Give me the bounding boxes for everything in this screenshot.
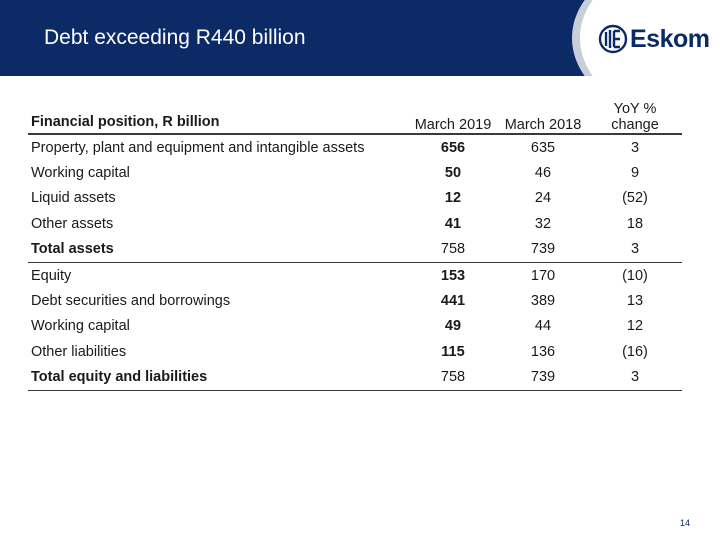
row-label: Debt securities and borrowings (31, 293, 231, 310)
table-row: Property, plant and equipment and intang… (28, 134, 682, 160)
row-label: Property, plant and equipment and intang… (31, 139, 365, 156)
value-2018: 24 (534, 190, 552, 207)
row-label: Other liabilities (31, 343, 127, 360)
value-2018: 44 (534, 318, 552, 335)
table-row: Equity 153 170 (10) (28, 262, 682, 288)
logo-panel (580, 0, 720, 76)
logo-wordmark: Eskom (630, 24, 710, 53)
value-yoy: 18 (626, 215, 644, 232)
value-2019: 12 (444, 190, 462, 207)
value-2019: 49 (444, 318, 462, 335)
value-yoy: 13 (626, 293, 644, 310)
value-yoy: 9 (630, 165, 640, 182)
value-2018: 739 (530, 369, 556, 386)
row-label: Liquid assets (31, 190, 116, 207)
value-2019: 656 (440, 139, 466, 156)
row-label: Total equity and liabilities (31, 369, 208, 386)
table-row: Other liabilities 115 136 (16) (28, 339, 682, 364)
value-2019: 758 (440, 241, 466, 258)
total-equity-liabilities-row: Total equity and liabilities 758 739 3 (28, 365, 682, 391)
page-title: Debt exceeding R440 billion (44, 26, 306, 49)
table-row: Working capital 49 44 12 (28, 314, 682, 339)
value-2019: 41 (444, 215, 462, 232)
row-label: Other assets (31, 215, 114, 232)
financial-position-table: Financial position, R billion March 2019… (28, 92, 682, 391)
value-2019: 758 (440, 369, 466, 386)
value-yoy: 3 (630, 241, 640, 258)
title-banner: Debt exceeding R440 billion Eskom (0, 0, 720, 76)
value-yoy: (10) (622, 267, 648, 284)
value-yoy: (52) (622, 190, 648, 207)
column-header-yoy-change: YoY % change (611, 101, 659, 133)
row-label: Equity (31, 267, 72, 284)
column-header-march-2019: March 2019 (414, 117, 492, 133)
total-assets-row: Total assets 758 739 3 (28, 237, 682, 263)
label-column-header: Financial position, R billion (31, 114, 220, 130)
value-2019: 441 (440, 293, 466, 310)
table-row: Debt securities and borrowings 441 389 1… (28, 288, 682, 313)
row-label: Working capital (31, 165, 130, 182)
value-2018: 136 (530, 343, 556, 360)
value-2019: 115 (441, 343, 465, 360)
value-2018: 170 (530, 267, 556, 284)
eskom-logo: Eskom (598, 24, 710, 54)
column-header-march-2018: March 2018 (504, 117, 582, 133)
page-number: 14 (680, 518, 691, 528)
row-label: Working capital (31, 318, 130, 335)
eskom-emblem-icon (598, 24, 628, 54)
row-label: Total assets (31, 241, 114, 258)
value-yoy: 3 (630, 369, 640, 386)
value-2018: 389 (530, 293, 556, 310)
value-yoy: 12 (626, 318, 644, 335)
value-2018: 635 (530, 139, 556, 156)
value-yoy: 3 (630, 139, 640, 156)
table-header-row: Financial position, R billion March 2019… (28, 92, 682, 134)
value-2018: 32 (534, 215, 552, 232)
value-2019: 153 (440, 267, 466, 284)
table-row: Other assets 41 32 18 (28, 211, 682, 236)
table-row: Liquid assets 12 24 (52) (28, 186, 682, 211)
table-row: Working capital 50 46 9 (28, 160, 682, 185)
value-2019: 50 (444, 165, 462, 182)
value-2018: 46 (534, 165, 552, 182)
value-yoy: (16) (622, 343, 648, 360)
value-2018: 739 (530, 241, 556, 258)
